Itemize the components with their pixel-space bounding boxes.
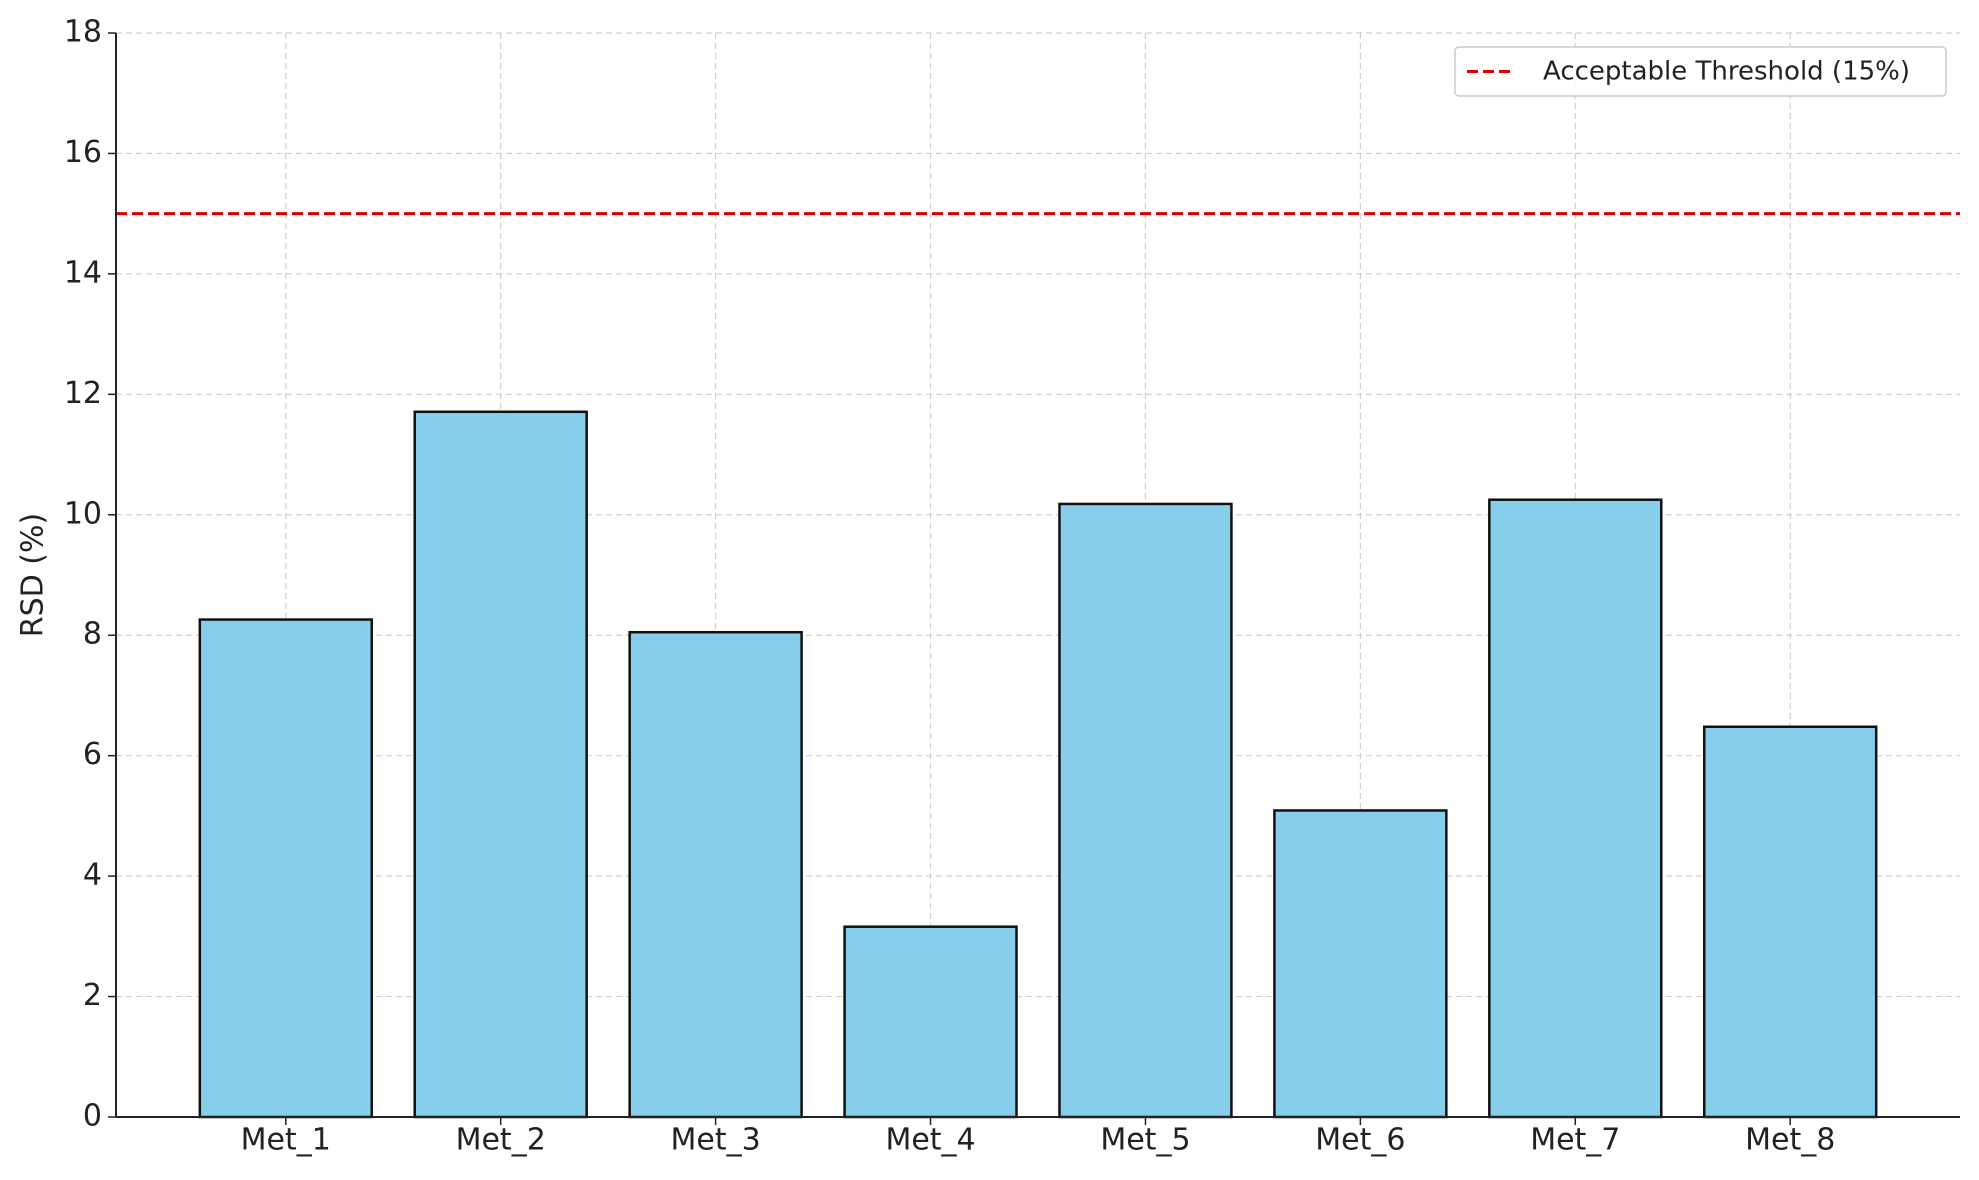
y-tick-label: 6: [83, 737, 102, 772]
x-tick-label: Met_8: [1745, 1123, 1835, 1158]
x-tick-label: Met_3: [671, 1123, 761, 1158]
y-tick-label: 0: [83, 1099, 102, 1134]
bar: [1058, 502, 1233, 1119]
y-tick-label: 14: [64, 255, 102, 290]
y-tick-label: 12: [64, 376, 102, 411]
bar: [1273, 809, 1448, 1119]
x-tick-label: Met_5: [1100, 1123, 1190, 1158]
y-axis-label: RSD (%): [16, 513, 51, 637]
y-tick-label: 4: [83, 858, 102, 893]
legend-box: [1454, 46, 1947, 97]
y-tick-label: 16: [64, 135, 102, 170]
x-tick-label: Met_7: [1530, 1123, 1620, 1158]
y-tick-label: 2: [83, 978, 102, 1013]
x-tick-label: Met_2: [456, 1123, 546, 1158]
x-tick-label: Met_1: [241, 1123, 331, 1158]
x-tick-label: Met_6: [1315, 1123, 1405, 1158]
x-tick-label: Met_4: [885, 1123, 975, 1158]
bar: [198, 618, 374, 1119]
y-tick-label: 8: [83, 617, 102, 652]
bar: [843, 925, 1018, 1119]
bar: [628, 630, 803, 1119]
bar: [1488, 498, 1663, 1119]
legend-label: Acceptable Threshold (15%): [1543, 57, 1910, 87]
y-tick-label: 10: [64, 496, 102, 531]
bar: [1702, 725, 1878, 1119]
bar: [413, 410, 588, 1119]
y-tick-label: 18: [64, 15, 102, 50]
